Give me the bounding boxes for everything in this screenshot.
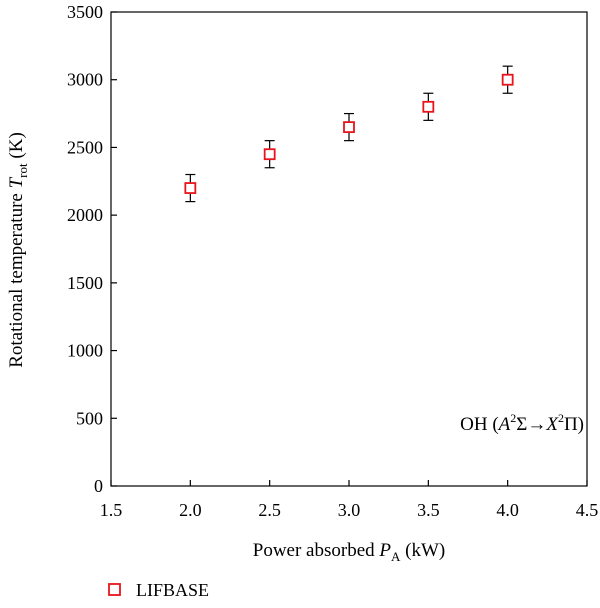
- y-tick-label: 2000: [67, 205, 103, 225]
- y-tick-label: 2500: [67, 137, 103, 157]
- data-point: [501, 73, 514, 86]
- y-tick-label: 3500: [67, 2, 103, 22]
- y-tick-label: 500: [76, 408, 103, 428]
- x-tick-label: 4.0: [496, 500, 519, 520]
- y-tick-label: 3000: [67, 70, 103, 90]
- data-point: [343, 121, 355, 134]
- y-tick-label: 1000: [67, 341, 103, 361]
- y-axis-title: Rotational temperature Trot (K): [6, 132, 30, 368]
- x-tick-label: 2.0: [179, 500, 202, 520]
- x-tick-label: 4.5: [576, 500, 599, 520]
- y-axis-ticks: 0 500 1000 1500 2000 2500 3000 3500: [67, 2, 117, 496]
- x-tick-label: 3.0: [338, 500, 361, 520]
- data-point: [263, 148, 276, 161]
- x-axis-title: Power absorbed PA (kW): [253, 540, 445, 564]
- y-tick-label: 0: [94, 476, 103, 496]
- y-tick-label: 1500: [67, 273, 103, 293]
- legend-marker-lifbase: [108, 583, 121, 596]
- data-series: [184, 65, 514, 203]
- legend-label-lifbase: LIFBASE: [136, 580, 209, 600]
- x-tick-label: 2.5: [258, 500, 281, 520]
- data-point: [422, 100, 435, 113]
- transition-annotation: OH (A2Σ→X2Π): [460, 411, 584, 435]
- x-tick-label: 3.5: [417, 500, 440, 520]
- x-axis-ticks: 1.5 2.0 2.5 3.0 3.5 4.0 4.5: [100, 480, 599, 520]
- legend: LIFBASE: [108, 580, 209, 600]
- x-tick-label: 1.5: [100, 500, 123, 520]
- data-point: [184, 182, 197, 194]
